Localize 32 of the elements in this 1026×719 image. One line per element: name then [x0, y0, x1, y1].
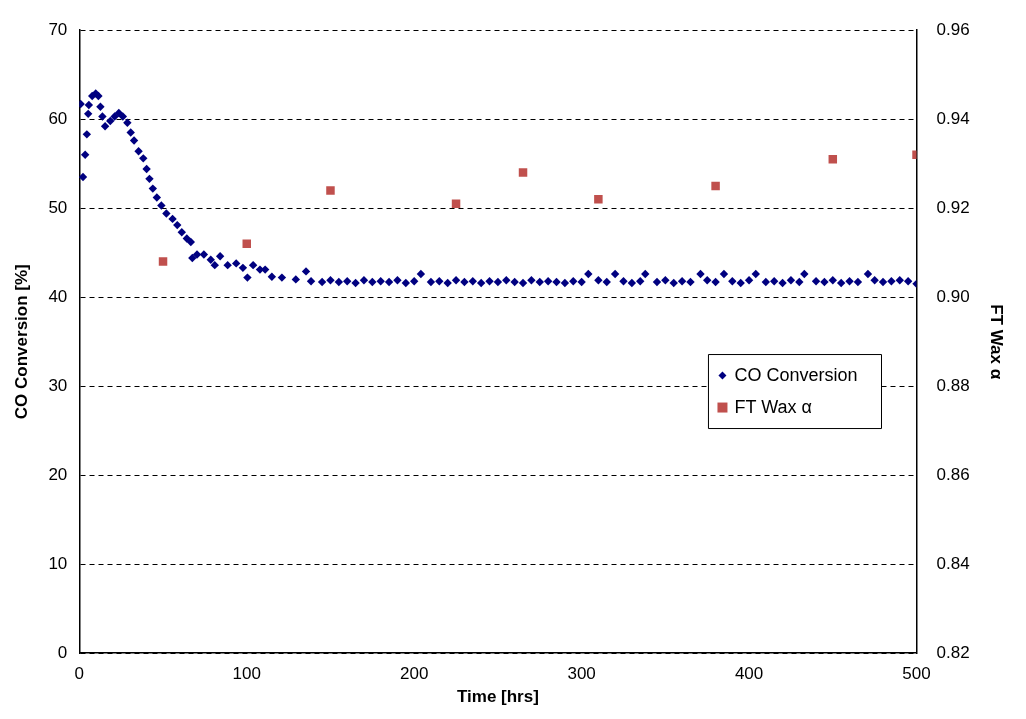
- x-tick-label: 0: [74, 664, 85, 684]
- x-tick-label: 400: [734, 664, 764, 684]
- y-tick-label: 20: [48, 464, 68, 484]
- x-axis-title: Time [hrs]: [456, 687, 539, 707]
- y2-axis-title: FT Wax α: [987, 304, 1007, 380]
- y-tick-label: 70: [48, 19, 68, 39]
- y2-tick-label: 0.94: [936, 108, 970, 128]
- y2-tick-label: 0.92: [936, 197, 970, 217]
- x-tick-label: 200: [400, 664, 429, 684]
- y2-tick-label: 0.82: [936, 642, 970, 662]
- point: [326, 186, 335, 195]
- y-tick-label: 40: [48, 286, 68, 306]
- y-tick-label: 10: [48, 553, 68, 573]
- y2-tick-label: 0.96: [936, 19, 970, 39]
- x-tick-label: 100: [232, 664, 261, 684]
- point: [518, 168, 528, 177]
- point: [158, 257, 168, 266]
- y2-tick-label: 0.88: [936, 375, 970, 395]
- y-tick-label: 50: [48, 197, 68, 217]
- y-axis-title: CO Conversion [%]: [11, 264, 31, 420]
- y2-tick-label: 0.84: [936, 553, 970, 573]
- y2-tick-label: 0.90: [936, 286, 970, 306]
- y-tick-label: 60: [48, 108, 68, 128]
- x-tick-label: 500: [902, 664, 931, 684]
- legend-label: CO Conversion: [734, 364, 858, 385]
- y-tick-label: 0: [57, 642, 68, 662]
- y2-tick-label: 0.86: [936, 464, 970, 484]
- point: [594, 195, 603, 204]
- x-tick-label: 300: [567, 664, 596, 684]
- y-tick-label: 30: [48, 375, 68, 395]
- point: [711, 181, 720, 191]
- legend-label: FT Wax α: [734, 396, 812, 417]
